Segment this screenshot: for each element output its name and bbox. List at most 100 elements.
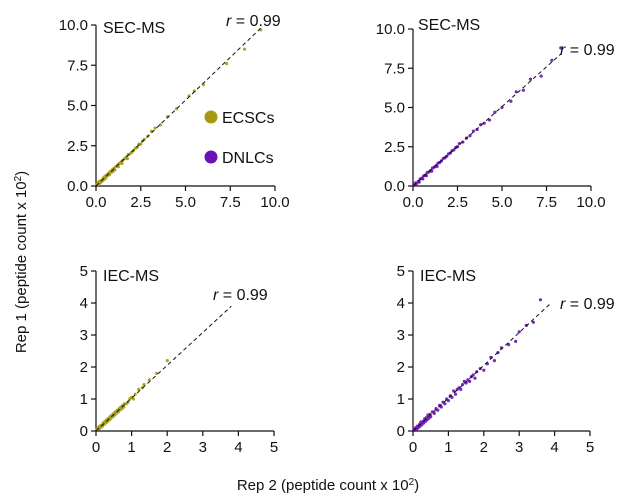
y-tick-label: 3 (80, 327, 88, 344)
x-tick-label: 10.0 (576, 194, 605, 211)
x-axis-label: Rep 2 (peptide count x 102) (237, 477, 419, 494)
data-point (153, 126, 157, 130)
data-point (492, 359, 497, 363)
data-point (452, 148, 456, 152)
data-point (453, 392, 458, 396)
data-point (126, 400, 130, 404)
y-tick-label: 2 (397, 359, 405, 376)
x-tick-label: 0.0 (403, 194, 424, 211)
y-tick-label: 5.0 (67, 98, 88, 115)
y-tick-label: 2.5 (67, 138, 88, 155)
data-point (135, 145, 139, 149)
data-point (446, 399, 450, 403)
x-tick-label: 3 (199, 439, 207, 456)
x-tick-label: 2.5 (130, 194, 151, 211)
data-point (147, 378, 151, 382)
y-tick-label: 2 (80, 359, 88, 376)
y-tick-label: 5 (397, 263, 405, 280)
panel-label: IEC-MS (420, 268, 476, 285)
data-point (139, 142, 143, 146)
data-point (500, 105, 504, 110)
x-tick-label: 1 (127, 439, 135, 456)
fit-line (95, 27, 262, 187)
fit-line (95, 305, 232, 432)
r-annotation: r = 0.99 (226, 13, 281, 30)
y-axis-label: Rep 1 (peptide count x 102) (13, 171, 30, 353)
data-point (539, 74, 543, 78)
data-point (432, 411, 436, 415)
data-point (104, 176, 108, 180)
data-point (452, 389, 456, 393)
y-tick-label: 0.0 (67, 178, 88, 195)
data-point (225, 62, 229, 66)
x-tick-label: 5 (586, 439, 594, 456)
legend-label-dnlcs: DNLCs (222, 150, 274, 167)
x-tick-label: 7.5 (536, 194, 557, 211)
y-tick-label: 7.5 (67, 57, 88, 74)
data-point (436, 408, 440, 412)
data-point (473, 376, 477, 380)
x-tick-label: 5 (270, 439, 278, 456)
legend-marker-dnlcs (204, 150, 218, 164)
x-tick-label: 10.0 (260, 194, 289, 211)
y-tick-label: 0.0 (384, 178, 405, 195)
fit-line (412, 53, 562, 187)
data-point (165, 359, 169, 363)
data-point (450, 395, 454, 399)
y-tick-label: 10.0 (376, 21, 405, 38)
data-point (482, 121, 486, 125)
data-point (514, 90, 518, 94)
y-tick-label: 0 (80, 423, 88, 440)
x-tick-label: 7.5 (220, 194, 241, 211)
data-point (487, 118, 492, 122)
data-point (439, 405, 443, 409)
y-tick-label: 5.0 (384, 100, 405, 117)
data-point (471, 373, 475, 377)
x-tick-label: 2.5 (447, 194, 468, 211)
legend-label-ecscs: ECSCs (222, 110, 274, 127)
x-tick-label: 2 (163, 439, 171, 456)
panel-label: IEC-MS (103, 268, 159, 285)
data-point (457, 142, 461, 146)
y-tick-label: 2.5 (384, 139, 405, 156)
y-tick-label: 3 (397, 327, 405, 344)
data-point (131, 397, 135, 401)
y-tick-label: 4 (80, 295, 88, 312)
data-point (482, 368, 486, 372)
x-tick-label: 0.0 (86, 194, 107, 211)
panel-bottom-right: 0 1 2 3 4 5 0 1 2 3 4 5 IEC-MS r = 0.99 (397, 263, 615, 456)
legend: ECSCs DNLCs (204, 110, 274, 167)
data-point (493, 110, 497, 114)
y-tick-label: 10.0 (59, 17, 88, 34)
data-point (242, 47, 247, 51)
x-tick-label: 5.0 (492, 194, 513, 211)
y-tick-label: 5 (80, 263, 88, 280)
panel-top-right: 0.0 2.5 5.0 7.5 10.0 0.0 2.5 5.0 7.5 10.0 SEC-MS r … (376, 17, 615, 211)
data-point (550, 58, 554, 63)
data-point (514, 339, 518, 343)
data-point (509, 99, 513, 103)
y-tick-label: 4 (397, 295, 405, 312)
data-point (517, 330, 521, 334)
y-tick-label: 1 (397, 391, 405, 408)
x-tick-label: 4 (234, 439, 242, 456)
data-point (531, 320, 535, 324)
data-point (459, 387, 463, 391)
data-point (125, 157, 129, 161)
panel-bottom-left: 0 1 2 3 4 5 0 1 2 3 4 5 IEC-MS r = 0.99 (80, 263, 279, 456)
r-annotation: r = 0.99 (560, 42, 615, 59)
data-point (471, 129, 476, 133)
data-point (468, 379, 472, 383)
panel-label: SEC-MS (418, 17, 480, 34)
x-tick-label: 0 (92, 439, 100, 456)
y-tick-label: 0 (397, 423, 405, 440)
data-point (528, 77, 533, 81)
r-annotation: r = 0.99 (213, 287, 268, 304)
x-tick-label: 3 (515, 439, 523, 456)
data-point (154, 371, 159, 375)
x-tick-label: 0 (409, 439, 417, 456)
panel-top-left: 0.0 2.5 5.0 7.5 10.0 0.0 2.5 5.0 7.5 10.0 SEC-MS r … (59, 13, 290, 211)
data-point (421, 177, 425, 181)
data-point (538, 298, 543, 302)
